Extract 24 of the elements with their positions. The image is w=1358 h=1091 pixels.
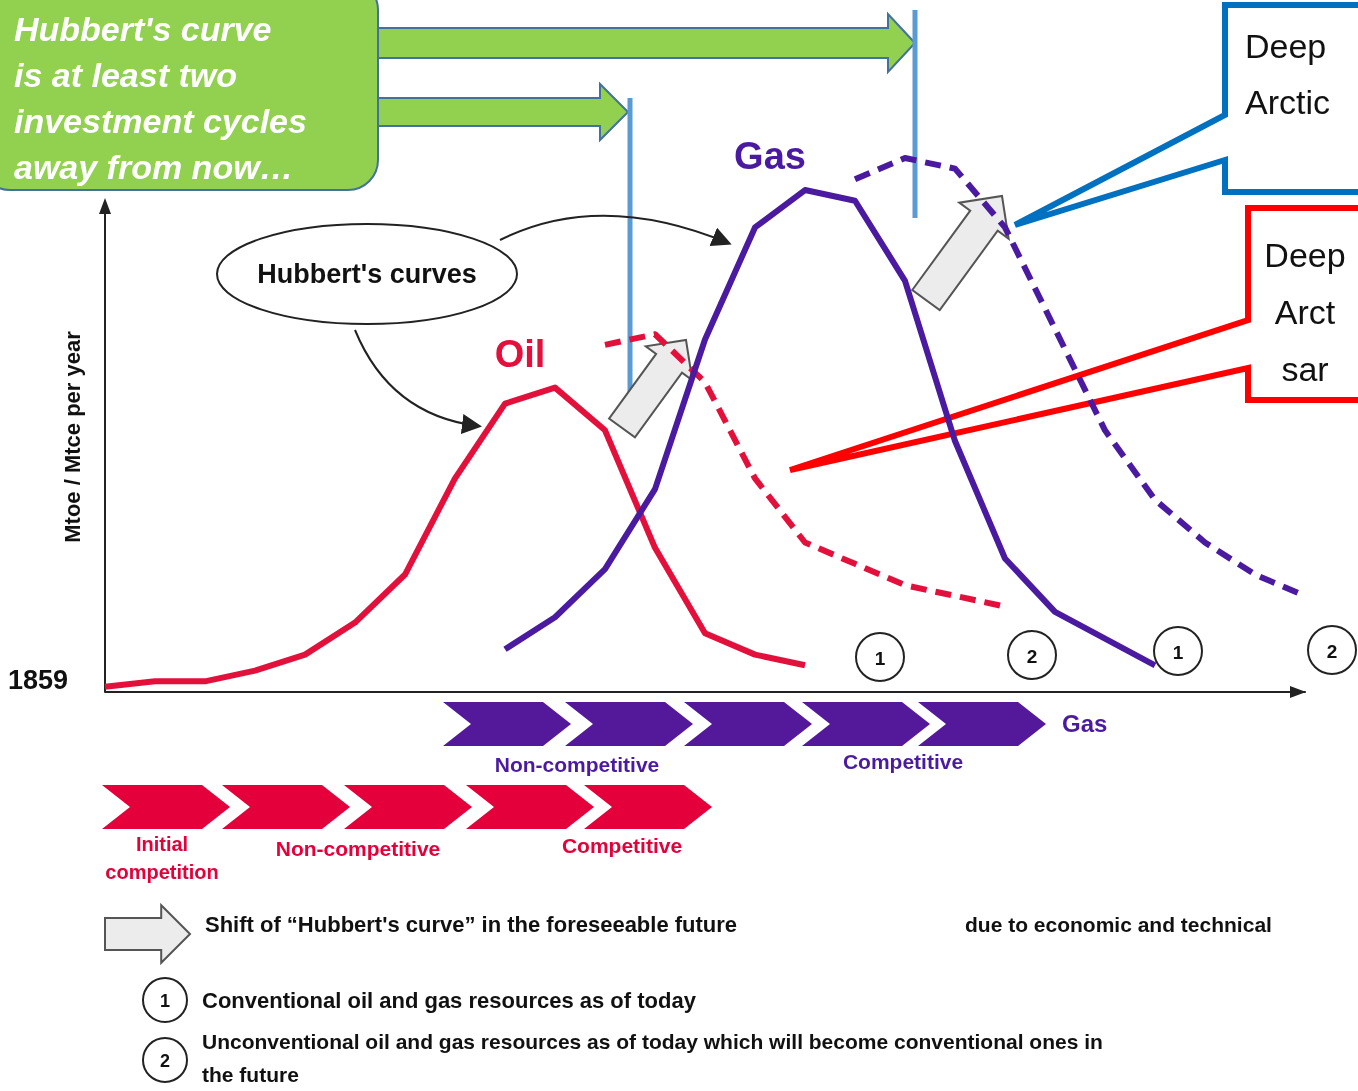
series-label: Oil: [494, 332, 546, 375]
text: Unconventional oil and gas resources as of today which will become conventional ones in the future: [202, 1030, 1103, 1086]
y-axis-title: Mtoe / Mtce per year: [59, 330, 85, 543]
text: Deep Arctic: [1245, 27, 1330, 121]
series-label: Gas: [734, 135, 806, 178]
annotation: Deep Arct sar: [1264, 235, 1346, 388]
text: 2: [1326, 640, 1338, 662]
text: Non-competitive: [494, 752, 660, 776]
annotation: 1: [1172, 641, 1184, 663]
text: Shift of “Hubbert's curve” in the foreseeable future: [205, 911, 738, 937]
text: Gas: [1062, 709, 1108, 737]
text: Competitive: [561, 833, 683, 857]
text: 2: [159, 1051, 171, 1071]
annotation: 2: [1026, 645, 1038, 667]
annotation: Hubbert's curves: [257, 259, 477, 289]
text: 1: [159, 991, 171, 1011]
text: Competitive: [842, 749, 964, 773]
text: due to economic and technical: [965, 912, 1272, 936]
text: Non-competitive: [275, 836, 441, 860]
text: Conventional oil and gas resources as of today: [202, 987, 697, 1013]
text: 1859: [8, 665, 69, 695]
annotation: 1: [874, 647, 886, 669]
annotation: Hubbert's curve is at least two investment cycles away from now…: [14, 10, 307, 186]
text: Initial competition: [105, 833, 219, 883]
